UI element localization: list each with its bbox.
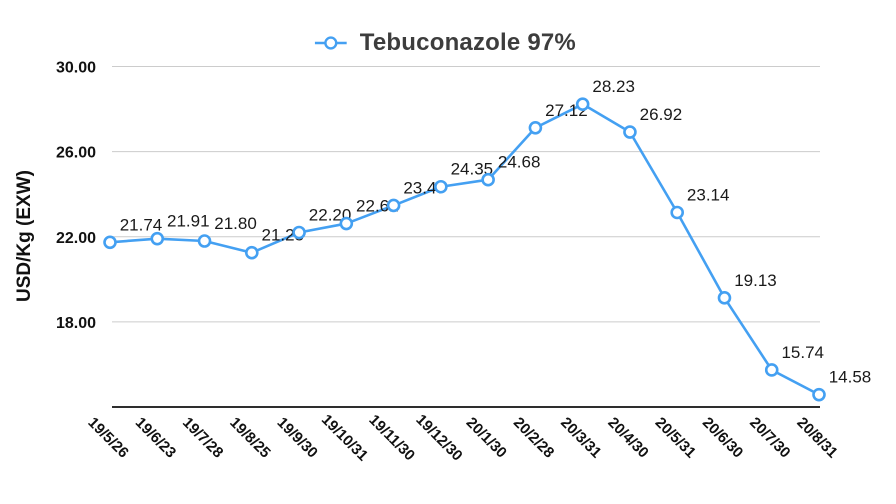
y-tick-label: 18.00 [56, 315, 96, 332]
x-tick-label: 20/5/31 [652, 414, 699, 461]
data-label: 23.14 [687, 185, 730, 204]
y-axis-title: USD/Kg (EXW) [14, 170, 35, 302]
data-point-marker [528, 120, 543, 135]
data-point-marker [245, 245, 259, 260]
y-tick-label: 22.00 [56, 230, 96, 247]
data-point-marker [481, 172, 495, 187]
y-tick-label: 26.00 [56, 145, 96, 162]
x-tick-label: 19/8/25 [226, 414, 273, 461]
data-point-marker [812, 387, 826, 402]
y-tick-label: 30.00 [56, 60, 96, 77]
data-label: 15.74 [781, 343, 824, 362]
x-tick-label: 19/11/30 [365, 411, 418, 464]
data-label: 22.62 [356, 197, 399, 216]
data-point-marker [150, 231, 165, 246]
data-label: 24.68 [498, 153, 541, 172]
x-tick-label: 19/7/28 [179, 414, 226, 461]
data-label: 24.35 [451, 160, 494, 179]
x-tick-label: 20/4/30 [604, 414, 651, 461]
data-label: 19.13 [734, 271, 777, 290]
data-label: 14.58 [829, 368, 872, 387]
x-tick-label: 19/6/23 [132, 414, 179, 461]
data-point-marker [623, 125, 637, 139]
data-point-marker [339, 216, 354, 231]
x-tick-label: 19/9/30 [274, 414, 321, 461]
data-point-marker [292, 225, 306, 240]
line-series-marker-icon [314, 36, 347, 50]
x-tick-label: 20/8/31 [793, 414, 840, 461]
data-label: 28.23 [592, 77, 635, 96]
x-tick-label: 19/5/26 [84, 414, 131, 461]
data-point-marker [717, 291, 732, 305]
data-point-marker [764, 363, 779, 377]
x-tick-label: 19/12/30 [412, 411, 465, 464]
data-point-marker [575, 97, 590, 111]
data-point-marker [434, 179, 448, 194]
legend-label: Tebuconazole 97% [359, 29, 576, 56]
x-tick-label: 20/1/30 [463, 414, 510, 461]
series-line [108, 102, 821, 396]
data-point-marker [103, 235, 117, 250]
data-point-marker [197, 234, 212, 248]
legend[interactable]: Tebuconazole 97% [314, 29, 576, 57]
x-tick-label: 20/3/31 [557, 414, 604, 461]
x-tick-label: 20/2/28 [510, 414, 557, 461]
data-label: 26.92 [640, 105, 683, 124]
x-tick-label: 20/6/30 [699, 414, 746, 461]
x-tick-label: 20/7/30 [746, 414, 793, 461]
x-tick-label: 19/10/31 [318, 411, 371, 464]
data-label: 21.80 [214, 214, 257, 233]
data-label: 21.74 [120, 215, 163, 234]
data-label: 21.91 [167, 212, 210, 231]
data-point-marker [670, 205, 685, 220]
data-point-marker [386, 198, 401, 213]
